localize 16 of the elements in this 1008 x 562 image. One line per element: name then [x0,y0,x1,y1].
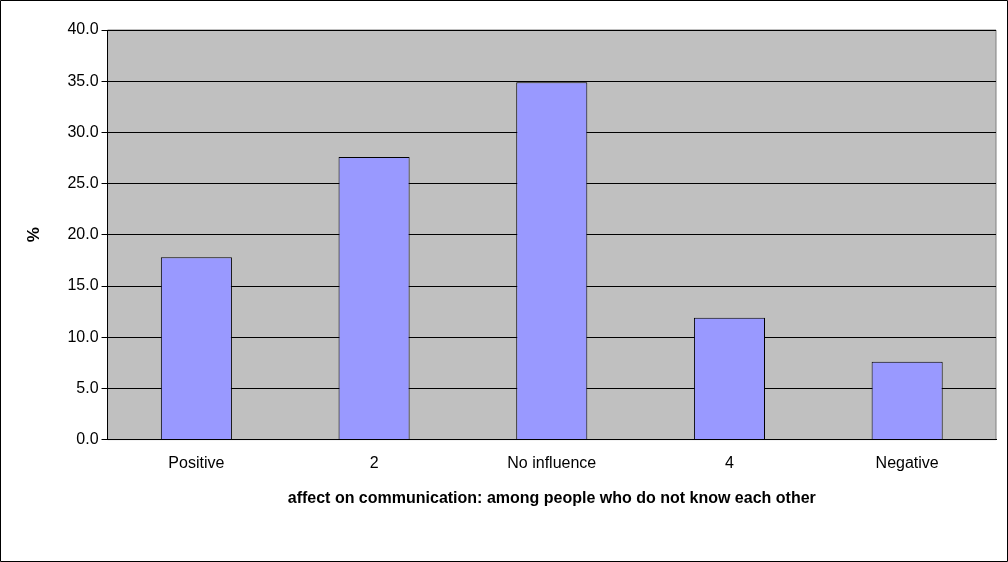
y-tick-label: 30.0 [67,122,99,140]
x-tick-label: Negative [875,453,939,471]
y-tick-label: 5.0 [76,378,99,396]
y-tick-label: 35.0 [67,71,99,89]
y-axis-title: % [23,227,43,243]
x-tick-label: No influence [507,453,597,471]
y-tick-label: 25.0 [67,174,99,192]
x-tick-label: 4 [725,453,735,471]
x-tick-label: 2 [369,453,379,471]
y-tick-label: 0.0 [76,430,99,448]
y-tick-label: 15.0 [67,276,99,294]
y-tick-label: 10.0 [67,327,99,345]
y-tick-label: 20.0 [67,225,99,243]
x-axis-title: affect on communication: among people who do not know each other [287,488,816,506]
y-tick-label: 40.0 [67,20,99,38]
x-tick-label: Positive [168,453,225,471]
